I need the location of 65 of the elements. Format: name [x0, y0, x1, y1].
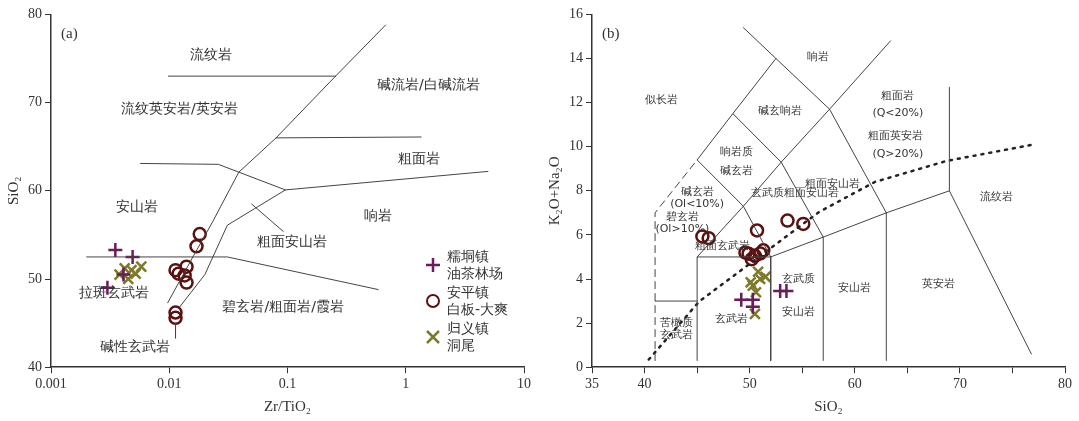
- annotation: 拉斑玄武岩: [78, 283, 149, 300]
- annotation: 苦橄质: [659, 315, 693, 329]
- annotation: 似长岩: [644, 93, 678, 107]
- y-tick-label: 40: [28, 358, 42, 374]
- y-tick-label: 16: [569, 6, 583, 22]
- annotation: 玄武岩: [659, 328, 693, 342]
- annotation: 响岩: [363, 207, 392, 224]
- annotation: 碧玄岩: [665, 210, 699, 224]
- y-tick-label: 10: [569, 138, 583, 154]
- annotation: 碱性玄武岩: [99, 338, 170, 355]
- x-tick-label: 60: [847, 376, 862, 392]
- annotation: 玄武质: [781, 271, 815, 285]
- y-tick-label: 80: [28, 6, 42, 22]
- legend-label: 归义镇洞尾: [446, 320, 489, 354]
- annotation: 碱玄响岩: [758, 104, 803, 118]
- x-tick-label: 35: [585, 376, 599, 392]
- annotation: 碱玄岩: [680, 184, 714, 198]
- legend-label: 安平镇白板-大爽: [446, 284, 508, 318]
- annotation: (Q>20%): [872, 146, 924, 160]
- y-axis-title: K₂O+Na₂O: [545, 156, 562, 226]
- y-tick-label: 14: [569, 50, 583, 66]
- annotation: 粗面岩: [398, 149, 441, 166]
- x-tick-label: 70: [952, 376, 967, 392]
- x-tick-label: 10: [517, 376, 531, 392]
- x-axis-title: Zr/TiO₂: [263, 397, 312, 414]
- y-tick-label: 2: [576, 314, 583, 330]
- annotation: 碧玄岩/粗面岩/霞岩: [222, 297, 344, 314]
- x-tick-label: 0.01: [157, 376, 182, 392]
- annotation: 流纹英安岩/英安岩: [121, 100, 238, 117]
- annotation: 响岩: [806, 50, 829, 64]
- annotation: 粗面英安岩: [868, 128, 924, 142]
- y-tick-label: 70: [28, 94, 42, 110]
- annotation: 碱玄岩: [719, 163, 753, 177]
- annotation: 流纹岩: [980, 190, 1014, 204]
- y-tick-label: 12: [569, 94, 583, 110]
- x-axis-title: SiO₂: [814, 397, 843, 414]
- annotation: 响岩质: [719, 145, 753, 159]
- annotation: (Ol>10%): [655, 222, 710, 236]
- annotation: 安山岩: [781, 304, 815, 318]
- annotation: (Ol<10%): [670, 196, 725, 210]
- y-tick-label: 50: [28, 270, 42, 286]
- annotation: 玄武岩: [715, 311, 749, 325]
- annotation: 流纹岩: [189, 45, 232, 62]
- y-tick-label: 0: [576, 358, 583, 374]
- y-tick-label: 60: [28, 182, 42, 198]
- x-tick-label: 1: [402, 376, 410, 392]
- x-tick-label: 0.1: [278, 376, 297, 392]
- y-tick-label: 8: [576, 182, 583, 198]
- legend-label: 糯垌镇油茶林场: [446, 248, 503, 282]
- annotation: 碱流岩/白碱流岩: [376, 75, 480, 92]
- y-tick-label: 6: [576, 226, 583, 242]
- annotation: 安山岩: [838, 280, 872, 294]
- x-tick-label: 0.001: [35, 376, 67, 392]
- annotation: (b): [602, 24, 620, 42]
- annotation: (a): [61, 24, 78, 42]
- annotation: (Q<20%): [872, 106, 924, 120]
- annotation: 安山岩: [115, 198, 158, 215]
- x-tick-label: 80: [1058, 376, 1072, 392]
- annotation: 粗面安山岩: [257, 233, 328, 250]
- annotation: 粗面岩: [881, 88, 915, 102]
- x-tick-label: 40: [637, 376, 652, 392]
- x-tick-label: 50: [742, 376, 757, 392]
- y-axis-title: SiO₂: [4, 176, 21, 206]
- y-tick-label: 4: [576, 270, 583, 286]
- annotation: 英安岩: [922, 276, 956, 290]
